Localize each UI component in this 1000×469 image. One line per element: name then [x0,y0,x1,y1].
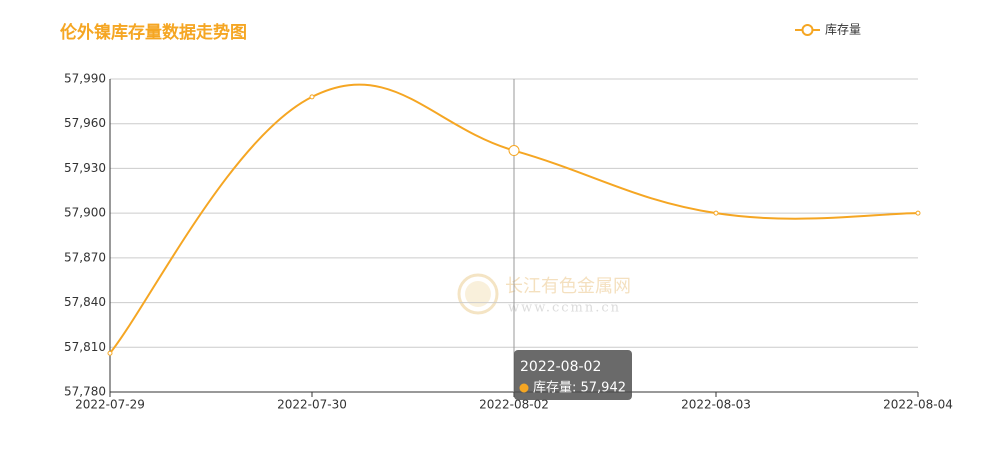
y-tick-label: 57,780 [64,385,106,399]
chart-title: 伦外镍库存量数据走势图 [60,22,247,43]
data-point [915,210,921,216]
data-point [309,94,315,100]
series-line [109,83,919,354]
data-point [713,210,719,216]
y-tick-label: 57,900 [64,206,106,220]
tooltip: 2022-08-02 库存量: 57,942 [514,350,632,400]
watermark-name: 长江有色金属网 [505,276,631,297]
y-tick-label: 57,930 [64,161,106,175]
y-tick-label: 57,810 [64,340,106,354]
x-tick-label: 2022-07-29 [75,398,145,412]
data-point [107,350,113,356]
y-tick-label: 57,990 [64,72,106,86]
y-tick-label: 57,840 [64,295,106,309]
x-tick-label: 2022-08-04 [883,398,953,412]
y-tick-label: 57,870 [64,250,106,264]
y-tick-label: 57,960 [64,116,106,130]
watermark: 长江有色金属网 www.ccmn.cn [457,273,631,316]
watermark-url: www.ccmn.cn [508,301,621,316]
tooltip-box [514,350,632,400]
tooltip-text: 库存量: 57,942 [533,380,626,396]
x-tick-label: 2022-07-30 [277,398,347,412]
tooltip-dot [519,383,529,393]
tooltip-title: 2022-08-02 [520,359,601,375]
watermark-logo-inner [465,281,491,307]
legend-label: 库存量 [825,22,861,37]
x-tick-label: 2022-08-03 [681,398,751,412]
watermark-logo [457,273,499,315]
x-tick-label: 2022-08-02 [479,398,549,412]
data-point [508,145,520,157]
legend-marker [801,24,814,36]
